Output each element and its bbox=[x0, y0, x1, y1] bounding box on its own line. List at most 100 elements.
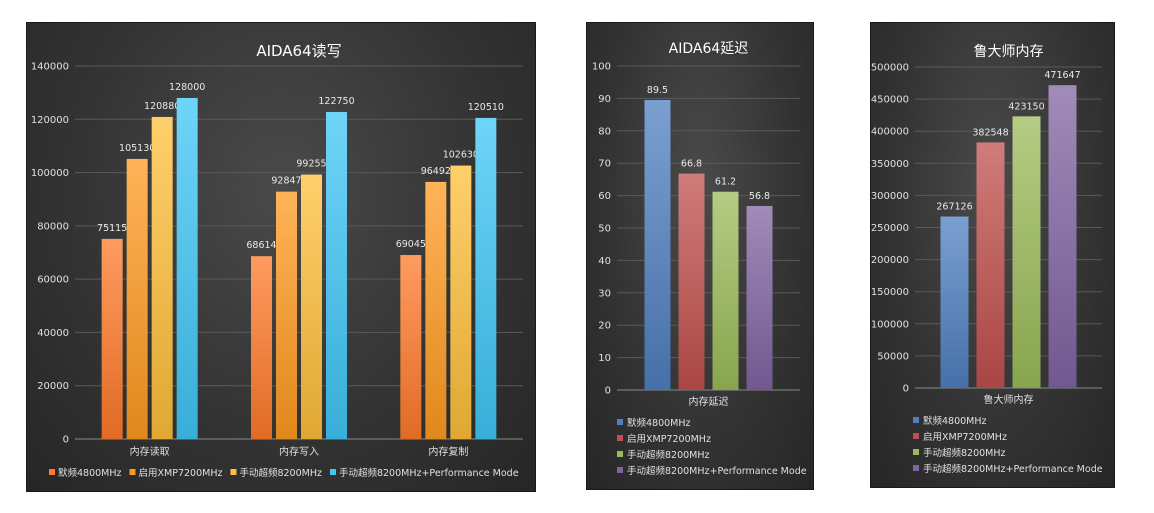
data-label: 99255 bbox=[296, 159, 326, 170]
data-label: 120880 bbox=[144, 101, 180, 112]
data-label: 122750 bbox=[318, 96, 354, 107]
bar bbox=[746, 205, 773, 390]
bar bbox=[976, 142, 1005, 388]
bar bbox=[425, 181, 447, 440]
legend-label: 手动超频8200MHz bbox=[239, 467, 322, 479]
legend-swatch bbox=[230, 469, 237, 475]
category-label: 内存复制 bbox=[428, 445, 468, 458]
legend-label: 默频4800MHz bbox=[923, 415, 987, 427]
bar bbox=[301, 174, 322, 439]
chart-ludashi-memory: 鲁大师内存 0 50000 100000 150000 200000 250000 30000… bbox=[870, 22, 1115, 488]
legend-swatch bbox=[129, 469, 136, 475]
legend-label: 手动超频8200MHz+Performance Mode bbox=[923, 463, 1103, 475]
y-tick-label: 200000 bbox=[871, 255, 909, 266]
legend-label: 手动超频8200MHz+Performance Mode bbox=[339, 467, 519, 479]
data-label: 382548 bbox=[972, 127, 1008, 138]
legend-label: 手动超频8200MHz bbox=[923, 447, 1006, 459]
bar bbox=[475, 117, 497, 439]
y-tick-label: 0 bbox=[63, 435, 69, 446]
y-tick-label: 30 bbox=[598, 288, 611, 299]
chart-aida64-read-write: AIDA64读写 0 20000 40000 60000 80000 100000 12000… bbox=[26, 22, 536, 492]
chart-title: 鲁大师内存 bbox=[974, 44, 1044, 60]
bar bbox=[644, 100, 671, 391]
bar bbox=[400, 255, 422, 439]
data-label: 471647 bbox=[1044, 70, 1080, 81]
y-tick-label: 20 bbox=[598, 321, 611, 332]
y-tick-label: 0 bbox=[605, 386, 611, 397]
data-label: 92847 bbox=[271, 176, 301, 187]
y-tick-label: 100000 bbox=[871, 319, 909, 330]
chart-title: AIDA64延迟 bbox=[669, 41, 749, 57]
y-tick-label: 450000 bbox=[871, 95, 909, 106]
data-label: 423150 bbox=[1008, 101, 1044, 112]
y-tick-label: 100000 bbox=[31, 168, 69, 179]
data-label: 56.8 bbox=[749, 191, 770, 202]
legend-swatch bbox=[913, 433, 919, 439]
y-tick-label: 50000 bbox=[877, 351, 909, 362]
category-label: 内存读取 bbox=[130, 445, 170, 458]
category-label: 内存写入 bbox=[279, 445, 319, 458]
bar bbox=[1012, 116, 1041, 388]
y-tick-label: 0 bbox=[903, 384, 909, 395]
y-tick-label: 400000 bbox=[871, 127, 909, 138]
bar bbox=[151, 116, 173, 440]
bar bbox=[276, 191, 297, 439]
y-tick-label: 300000 bbox=[871, 191, 909, 202]
legend-swatch bbox=[329, 469, 336, 475]
data-label: 105130 bbox=[119, 143, 155, 154]
legend-swatch bbox=[617, 467, 623, 473]
data-label: 128000 bbox=[169, 82, 205, 93]
bar bbox=[678, 173, 705, 390]
chart-title: AIDA64读写 bbox=[256, 42, 341, 60]
legend-swatch bbox=[617, 451, 623, 457]
y-tick-label: 50 bbox=[598, 224, 611, 235]
chart-svg-aida64-read-write: AIDA64读写 0 20000 40000 60000 80000 100000 12000… bbox=[31, 42, 523, 479]
legend-label: 默频4800MHz bbox=[58, 467, 122, 479]
y-tick-label: 60 bbox=[598, 191, 611, 202]
bar bbox=[450, 165, 472, 439]
category-label: 鲁大师内存 bbox=[984, 393, 1034, 406]
y-tick-label: 250000 bbox=[871, 223, 909, 234]
legend-swatch bbox=[617, 419, 623, 425]
legend-swatch bbox=[913, 417, 919, 423]
bar bbox=[940, 216, 969, 388]
bar bbox=[712, 191, 739, 390]
y-tick-label: 80 bbox=[598, 126, 611, 137]
bar bbox=[1048, 85, 1077, 388]
y-tick-label: 350000 bbox=[871, 159, 909, 170]
y-tick-label: 20000 bbox=[37, 381, 69, 392]
data-label: 69045 bbox=[396, 239, 426, 250]
category-label: 内存延迟 bbox=[689, 395, 729, 408]
y-tick-label: 40000 bbox=[37, 328, 69, 339]
legend-swatch bbox=[617, 435, 623, 441]
y-tick-label: 140000 bbox=[31, 62, 69, 73]
legend-label: 启用XMP7200MHz bbox=[627, 433, 711, 445]
data-label: 66.8 bbox=[681, 159, 702, 170]
legend-swatch bbox=[913, 449, 919, 455]
chart-svg-aida64-latency: AIDA64延迟 0 10 20 30 40 50 60 70 80 90 100 89.5 66.8 61… bbox=[592, 41, 807, 477]
bar bbox=[126, 158, 148, 440]
y-tick-label: 120000 bbox=[31, 115, 69, 126]
y-tick-label: 100 bbox=[592, 62, 611, 73]
y-tick-label: 70 bbox=[598, 159, 611, 170]
bar bbox=[326, 111, 347, 440]
legend-label: 默频4800MHz bbox=[627, 417, 691, 429]
y-tick-label: 40 bbox=[598, 256, 611, 267]
legend-swatch bbox=[913, 465, 919, 471]
data-label: 120510 bbox=[468, 102, 504, 113]
data-label: 96492 bbox=[421, 166, 451, 177]
chart-svg-ludashi-memory: 鲁大师内存 0 50000 100000 150000 200000 250000 30000… bbox=[871, 44, 1103, 475]
y-tick-label: 150000 bbox=[871, 287, 909, 298]
data-label: 89.5 bbox=[647, 85, 668, 96]
bar bbox=[251, 256, 272, 439]
y-tick-label: 80000 bbox=[37, 221, 69, 232]
data-label: 61.2 bbox=[715, 177, 736, 188]
bar bbox=[176, 97, 198, 439]
y-tick-label: 90 bbox=[598, 94, 611, 105]
legend-label: 启用XMP7200MHz bbox=[923, 431, 1007, 443]
data-label: 75115 bbox=[97, 223, 127, 234]
data-label: 102630 bbox=[443, 150, 479, 161]
y-tick-label: 10 bbox=[598, 353, 611, 364]
legend-label: 手动超频8200MHz bbox=[627, 449, 710, 461]
legend-label: 启用XMP7200MHz bbox=[139, 467, 223, 479]
